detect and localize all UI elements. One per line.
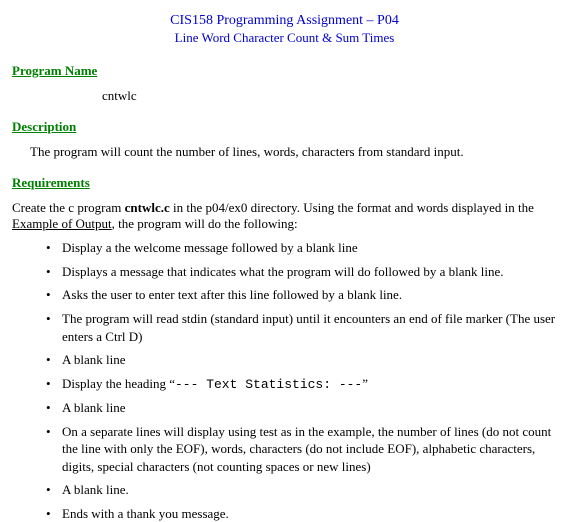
req-intro-underline: Example of Output [12, 216, 112, 231]
list-item: A blank line [46, 399, 557, 417]
list-item: Ends with a thank you message. [46, 505, 557, 522]
req-intro-pre: Create the c program [12, 200, 125, 215]
description-text: The program will count the number of lin… [30, 144, 557, 161]
page-subtitle: Line Word Character Count & Sum Times [112, 30, 457, 47]
req-intro-bold: cntwlc.c [125, 200, 170, 215]
req-intro-mid: in the p04/ex0 directory. Using the form… [170, 200, 534, 215]
req-intro-post: , the program will do the following: [112, 216, 298, 231]
list-item: Displays a message that indicates what t… [46, 263, 557, 281]
list-item: Asks the user to enter text after this l… [46, 286, 557, 304]
list-item: A blank line [46, 351, 557, 369]
section-heading-requirements: Requirements [12, 175, 557, 192]
requirements-intro: Create the c program cntwlc.c in the p04… [12, 200, 557, 234]
list-item: On a separate lines will display using t… [46, 423, 557, 476]
heading-bullet-post: ” [362, 376, 368, 391]
section-heading-program-name: Program Name [12, 63, 557, 80]
page-title: CIS158 Programming Assignment – P04 [112, 12, 457, 30]
list-item: A blank line. [46, 481, 557, 499]
heading-bullet-mono: --- Text Statistics: --- [175, 377, 362, 392]
list-item: The program will read stdin (standard in… [46, 310, 557, 345]
requirements-list: Display a the welcome message followed b… [46, 239, 557, 522]
program-name-value: cntwlc [102, 88, 557, 105]
list-item-heading: Display the heading “--- Text Statistics… [46, 375, 557, 394]
heading-bullet-pre: Display the heading “ [62, 376, 175, 391]
section-heading-description: Description [12, 119, 557, 136]
title-block: CIS158 Programming Assignment – P04 Line… [12, 12, 557, 47]
list-item: Display a the welcome message followed b… [46, 239, 557, 257]
